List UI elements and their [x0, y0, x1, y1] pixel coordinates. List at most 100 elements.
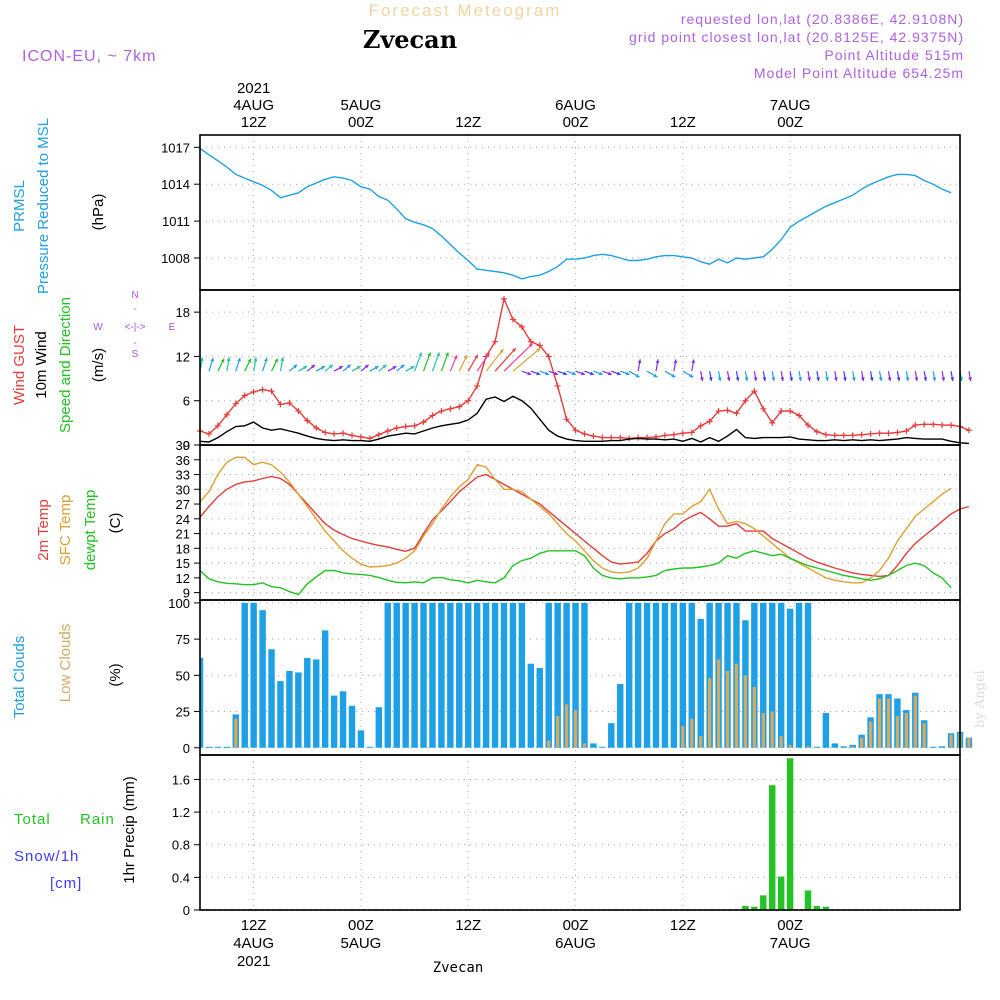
- gust-marker: [223, 411, 230, 418]
- total-clouds-bar: [706, 602, 713, 748]
- gust-marker: [393, 425, 400, 432]
- gust-marker: [563, 416, 570, 423]
- gust-marker: [545, 353, 552, 360]
- wind-arrow-head: [527, 371, 532, 376]
- low-clouds-bar: [761, 712, 765, 748]
- total-clouds-bar: [268, 649, 275, 748]
- wind-arrow-head: [247, 358, 252, 363]
- bottom-time-year: 2021: [237, 953, 270, 970]
- gust-marker: [554, 382, 561, 389]
- clouds-ytick-label: 100: [168, 596, 190, 611]
- temperature-ytick-label: 24: [176, 512, 190, 527]
- top-time-hour: 00Z: [777, 114, 803, 131]
- gust-marker: [635, 434, 642, 441]
- gust-marker: [357, 433, 364, 440]
- total-clouds-bar: [438, 602, 445, 748]
- gust-marker: [402, 423, 409, 430]
- total-clouds-bar: [366, 746, 374, 748]
- wind-arrow-head: [607, 371, 612, 376]
- total-clouds-bar: [223, 746, 231, 748]
- gust-marker: [965, 427, 972, 434]
- wind-arrow-head: [328, 364, 333, 369]
- rain-bar: [760, 895, 767, 910]
- low-clouds-bar: [806, 746, 810, 748]
- wind-arrow-head: [753, 377, 758, 382]
- wind-arrow-head: [762, 377, 767, 382]
- compass-e: E: [169, 322, 176, 333]
- location-title: Zvecan: [363, 25, 457, 54]
- total-clouds-bar: [491, 602, 499, 748]
- wind-arrow-head: [554, 371, 559, 376]
- bottom-time-date: 6AUG: [555, 935, 596, 952]
- gust-marker: [599, 434, 606, 441]
- gust-marker: [214, 422, 221, 429]
- wind-arrow-head: [905, 377, 910, 382]
- wind-panel: 0 6 12 18: [176, 289, 972, 453]
- top-time-date: 4AUG: [233, 97, 274, 114]
- wind-arrow-head: [735, 377, 740, 382]
- wind-arrow-head: [950, 377, 955, 382]
- total-clouds-bar: [634, 602, 642, 748]
- bottom-time-hour: 00Z: [563, 917, 589, 934]
- wind-gust-series: [199, 296, 970, 440]
- total-clouds-bar: [688, 602, 695, 748]
- total-clouds-bar: [214, 746, 222, 748]
- total-clouds-bar: [339, 691, 347, 748]
- gust-marker: [572, 427, 579, 434]
- gust-marker: [778, 408, 785, 415]
- wind-arrow-head: [843, 377, 847, 382]
- total-clouds-bar: [456, 602, 463, 748]
- gust-marker: [349, 432, 355, 439]
- gust-marker: [268, 388, 275, 395]
- wind-arrow-head: [589, 371, 594, 376]
- precip-ytick-label: 0.4: [172, 870, 190, 885]
- total-clouds-bar: [617, 684, 624, 748]
- gust-marker: [805, 422, 811, 429]
- temperature-ytick-label: 39: [176, 438, 190, 453]
- wind-arrow-head: [237, 357, 241, 362]
- total-clouds-bar: [384, 602, 391, 748]
- bottom-time-date: 7AUG: [770, 935, 811, 952]
- gust-marker: [474, 382, 481, 389]
- clouds-ytick-label: 75: [176, 632, 190, 647]
- sfc-temp-series: [199, 456, 952, 584]
- total-clouds-bar: [420, 602, 427, 748]
- wind-arrow-head: [580, 371, 585, 376]
- rain-bar: [777, 876, 785, 910]
- wind-arrow-head: [798, 377, 803, 382]
- gust-marker: [715, 408, 722, 415]
- wind-arrow-head: [699, 377, 704, 382]
- bottom-time-hour: 12Z: [241, 917, 267, 934]
- wind-arrow-head: [463, 355, 468, 360]
- wind-arrow-head: [563, 371, 568, 376]
- gust-marker: [518, 323, 525, 330]
- total-clouds-label: Total Clouds: [11, 636, 28, 719]
- clouds-unit: (%): [107, 663, 124, 686]
- temperature-ytick-label: 27: [176, 497, 190, 512]
- bottom-time-hour: 12Z: [670, 917, 696, 934]
- total-clouds-bar: [652, 602, 660, 748]
- total-clouds-bar: [375, 707, 383, 748]
- prmsl-series: [199, 147, 952, 280]
- compass-w: W: [93, 322, 103, 333]
- clouds-ytick-label: 50: [176, 668, 190, 683]
- total-clouds-bar: [500, 602, 508, 748]
- gust-marker: [822, 431, 829, 438]
- total-clouds-bar: [393, 602, 400, 748]
- top-time-hour: 12Z: [241, 114, 267, 131]
- wind-arrow-head: [280, 357, 285, 362]
- low-clouds-bar: [681, 726, 685, 748]
- gust-marker: [813, 428, 820, 435]
- wind-arrow-head: [303, 366, 308, 370]
- clouds-ytick-label: 25: [176, 705, 190, 720]
- gust-marker: [366, 435, 373, 442]
- gust-marker: [733, 410, 740, 417]
- gust-marker: [903, 427, 910, 434]
- sfctemp-label: SFC Temp: [57, 495, 74, 566]
- wind-arrow-head: [968, 377, 972, 382]
- low-clouds-bar: [556, 715, 560, 748]
- low-clouds-bar: [860, 737, 864, 748]
- footer-location: Zvecan: [433, 960, 484, 976]
- wind-direction-arrow: [476, 352, 490, 372]
